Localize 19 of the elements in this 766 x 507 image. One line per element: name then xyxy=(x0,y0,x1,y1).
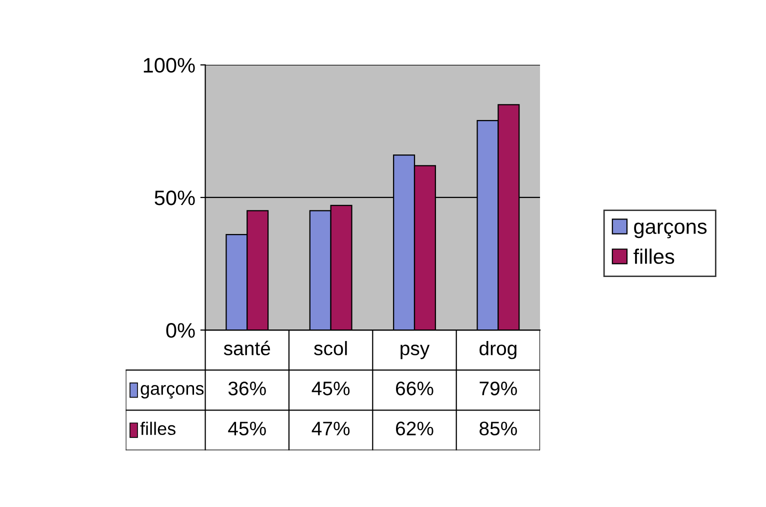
legend-label: garçons xyxy=(140,385,204,399)
data-label: 45% xyxy=(312,382,350,396)
data-label: 45% xyxy=(228,422,266,436)
x-tick-label: santé xyxy=(224,340,270,356)
x-tick-label: drog xyxy=(480,341,516,360)
y-tick-label: 0% xyxy=(166,323,195,338)
y-tick-label: 50% xyxy=(154,190,195,206)
data-label: 36% xyxy=(228,382,266,396)
text: garçons xyxy=(634,222,707,238)
data-label: 79% xyxy=(480,382,517,396)
legend-label: filles xyxy=(634,248,674,264)
x-tick-label: psy xyxy=(400,344,430,360)
x-tick-label: scol xyxy=(314,341,347,356)
text: filles xyxy=(140,422,176,436)
data-label: 85% xyxy=(480,422,517,436)
y-tick-label: 100% xyxy=(144,58,195,73)
data-label: 47% xyxy=(312,422,350,436)
data-label: 62% xyxy=(396,422,434,436)
data-label: 66% xyxy=(396,382,434,396)
